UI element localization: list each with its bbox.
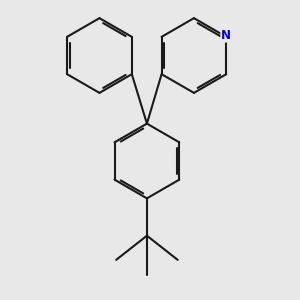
Text: N: N bbox=[221, 28, 231, 42]
